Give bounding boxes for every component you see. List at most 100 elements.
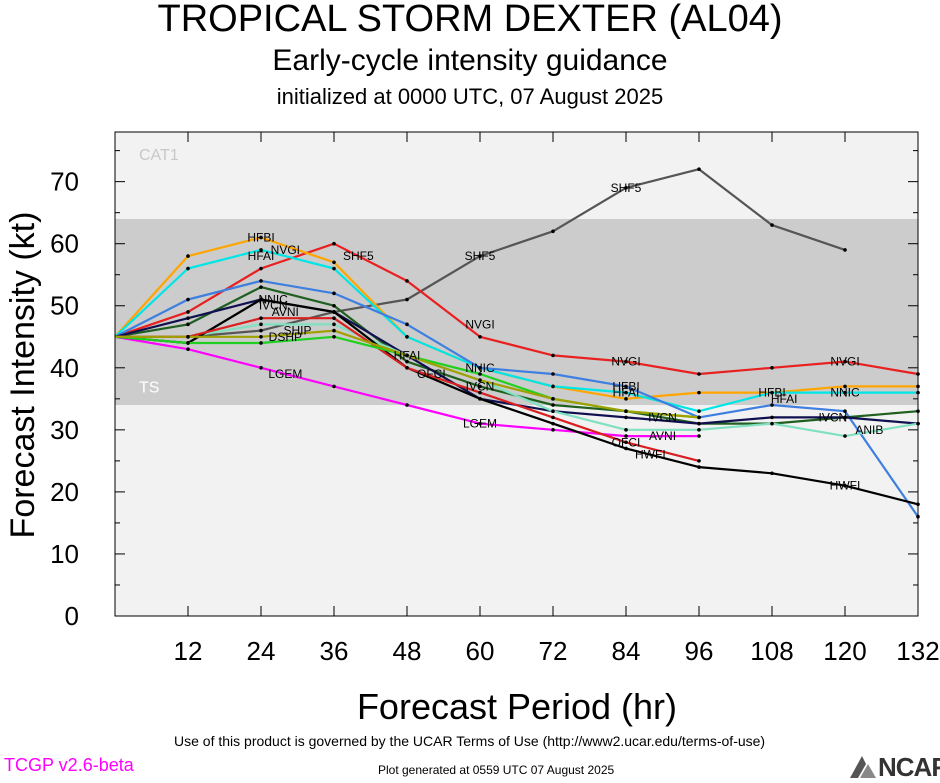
series-point [551,421,555,426]
series-point [843,248,847,252]
x-tick-label: 132 [896,636,939,666]
series-point [405,279,409,283]
series-label-lgem: LGEM [268,367,302,381]
series-label-hwfi: HWFI [635,448,666,462]
series-point [259,248,263,252]
series-label-nnic: NNIC [830,386,860,400]
version-label: TCGP v2.6-beta [4,755,134,775]
category-bands: TS CAT1 [115,132,918,406]
series-point [624,409,628,414]
series-label-ivcn: IVCN [818,410,847,424]
series-point [259,316,263,320]
series-point [697,415,701,420]
series-label-hfbi: HFBI [758,386,785,400]
series-point [551,372,555,376]
series-point [624,428,628,432]
x-tick-label: 24 [247,636,276,666]
series-label-hfai: HFAI [248,249,275,263]
series-point [405,353,409,358]
series-point [259,365,263,370]
x-tick-label: 36 [320,636,349,666]
series-label-dshp: DSHP [269,330,302,344]
series-point [478,365,482,370]
y-tick-label: 60 [50,229,79,259]
chart-title: TROPICAL STORM DEXTER (AL04) [157,0,783,40]
series-label-ivcn: IVCN [648,410,677,424]
y-axis-label: Forecast Intensity (kt) [4,212,42,539]
series-label-lgem: LGEM [463,417,497,431]
plot-generated-time: Plot generated at 0559 UTC 07 August 202… [378,763,615,777]
series-point [332,291,336,296]
series-point [624,397,628,401]
series-point [624,384,628,389]
series-point [770,390,774,395]
x-tick-label: 72 [539,636,568,666]
series-point [259,297,263,302]
series-point [332,260,336,265]
category-band-label: CAT1 [139,147,179,164]
series-point [843,409,847,414]
series-point [405,334,409,339]
series-label-ofci: OFCI [612,435,641,449]
series-point [624,415,628,420]
series-label-nnic: NNIC [465,361,495,375]
series-point [843,483,847,488]
series-point [551,353,555,358]
series-point [843,359,847,364]
series-point [259,285,263,289]
series-label-nvgi: NVGI [611,355,640,369]
series-label-anib: ANIB [855,423,883,437]
series-point [624,446,628,451]
series-point [697,372,701,376]
series-point [843,415,847,420]
series-label-avni: AVNI [649,429,676,443]
series-point [770,421,774,426]
series-label-nvgi: NVGI [830,355,859,369]
x-tick-label: 48 [393,636,422,666]
series-label-hfbi: HFBI [612,379,639,393]
series-point [259,328,263,333]
series-point [770,403,774,407]
series-label-ivcn: IVCN [466,379,495,393]
series-point [186,334,190,339]
plot-frame [114,131,919,617]
series-point [551,428,555,432]
axis-ticks: 12 24 36 48 60 72 84 96 108 120 132 0 10 20 30 40 50 60 70 [50,132,940,666]
series-point [478,384,482,389]
series-label-ship: SHIP [283,324,311,338]
series-point [624,359,628,364]
chart-subtitle: Early-cycle intensity guidance [272,44,668,77]
ncar-logo-text: NCAR [878,752,940,782]
series-label-shf5: SHF5 [611,181,642,195]
series-point [478,397,482,401]
init-time: initialized at 0000 UTC, 07 August 2025 [276,84,664,109]
x-tick-label: 84 [612,636,641,666]
series-point [332,316,336,320]
series-point [843,384,847,389]
series-point [770,223,774,227]
series-point [405,297,409,302]
series-point [697,465,701,469]
series-point [624,186,628,190]
series-point [186,322,190,327]
series-point [259,235,263,240]
series-label-nvgi: NVGI [271,243,300,257]
series-point [259,341,263,345]
series-point [624,440,628,445]
series-point [551,409,555,414]
terms-of-use: Use of this product is governed by the U… [174,733,766,749]
series-label-hfai: HFAI [394,348,421,362]
series-point [332,241,336,246]
series-point [405,359,409,364]
series-point [551,397,555,401]
series-label-nnic: NNIC [258,293,288,307]
x-tick-label: 96 [685,636,714,666]
category-band [115,218,918,406]
y-tick-label: 70 [50,167,79,197]
category-band-label: TS [139,380,159,397]
series-point [332,310,336,314]
series-label-avni: AVNI [272,305,299,319]
series-point [259,279,263,283]
x-tick-label: 12 [174,636,203,666]
